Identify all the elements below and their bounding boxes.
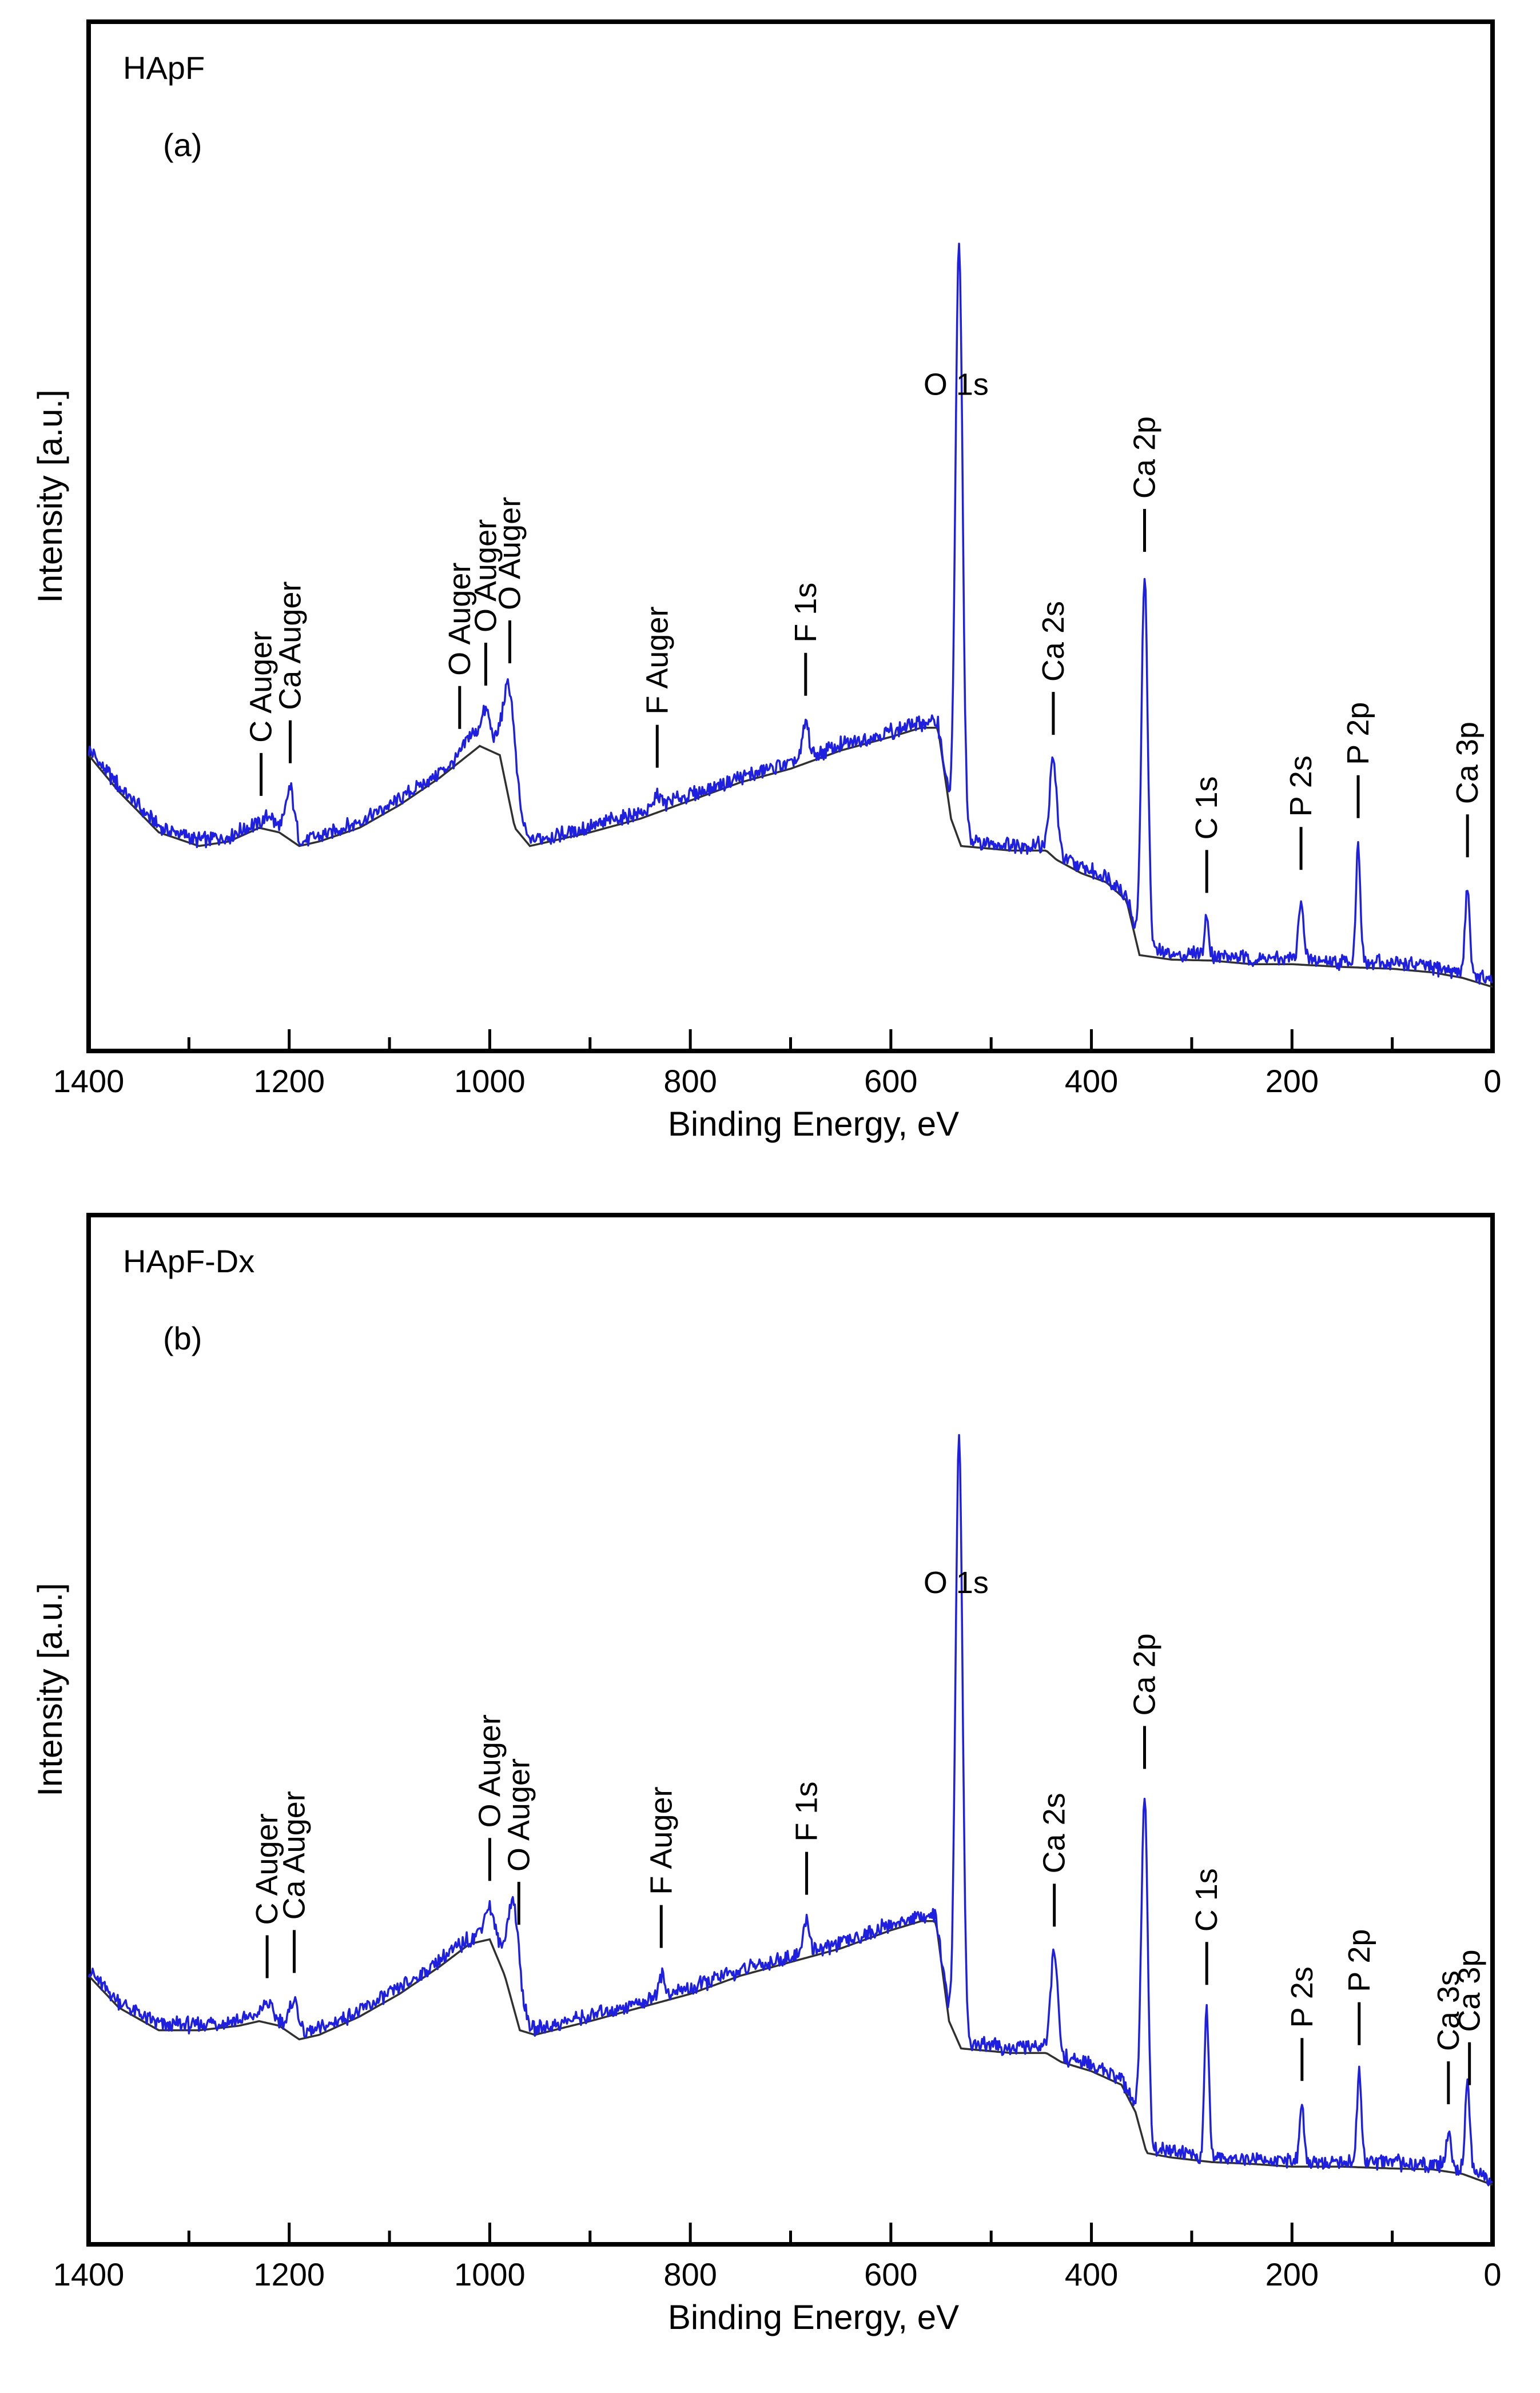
peak-label: P 2s	[1285, 1966, 1319, 2028]
peak-label: O Auger	[472, 1714, 507, 1827]
peak-label: O Auger	[493, 497, 527, 610]
x-tick-label: 1200	[253, 1063, 325, 1099]
sample-label: HApF	[123, 50, 205, 86]
peak-label: Ca Auger	[273, 582, 307, 710]
x-tick-label: 600	[864, 1063, 917, 1099]
x-tick-label: 800	[663, 1063, 717, 1099]
x-tick-label: 400	[1065, 2256, 1118, 2292]
panel-a-xps-spectrum: 1400 1200 1000 800 600 400 200 0 Binding Energy,…	[31, 19, 1502, 1143]
background-curve	[87, 727, 1493, 988]
spectrum-line	[87, 242, 1494, 985]
x-tick-label: 0	[1483, 1063, 1501, 1099]
plot-frame	[86, 19, 1495, 1053]
peak-label: C Auger	[244, 631, 278, 743]
spectrum-line	[87, 1434, 1493, 2187]
panel-b-xps-spectrum: 1400 1200 1000 800 600 400 200 0 Binding Energy,…	[31, 1213, 1502, 2336]
x-tick-label: 600	[864, 2256, 917, 2292]
peak-label: F 1s	[789, 583, 823, 643]
x-tick-label: 1400	[53, 2256, 125, 2292]
peak-label: Ca 2p	[1128, 416, 1162, 499]
peak-label: C 1s	[1189, 776, 1224, 839]
x-axis-label: Binding Energy, eV	[668, 1105, 959, 1143]
peak-label: P 2p	[1342, 1929, 1376, 1992]
y-axis-label: Intensity [a.u.]	[31, 1583, 69, 1797]
x-tick-label: 0	[1483, 2256, 1501, 2292]
panel-label: (a)	[163, 127, 202, 163]
sample-label: HApF-Dx	[123, 1243, 254, 1279]
peak-label: Ca 3s	[1431, 1970, 1466, 2051]
x-axis-label: Binding Energy, eV	[668, 2298, 959, 2336]
peak-label: Ca 3p	[1450, 722, 1485, 804]
y-axis-label: Intensity [a.u.]	[31, 389, 69, 603]
peak-label: C Auger	[250, 1813, 284, 1925]
x-tick-label: 800	[663, 2256, 717, 2292]
peak-label: Ca 3p	[1453, 1949, 1487, 2032]
plot-frame	[86, 1213, 1495, 2247]
x-tick-label: 1400	[53, 1063, 125, 1099]
x-tick-label: 400	[1065, 1063, 1118, 1099]
peak-label: O 1s	[924, 1566, 989, 1600]
peak-label: F Auger	[644, 1786, 678, 1894]
peak-label: Ca Auger	[277, 1791, 311, 1920]
panel-label: (b)	[163, 1320, 202, 1356]
x-tick-label: 1200	[253, 2256, 325, 2292]
x-tick-label: 200	[1266, 1063, 1319, 1099]
peak-label: P 2s	[1284, 755, 1318, 817]
peak-label: O Auger	[502, 1758, 536, 1872]
peak-label: F Auger	[640, 607, 674, 715]
peak-label: C 1s	[1189, 1868, 1224, 1932]
peak-label: Ca 2p	[1128, 1633, 1162, 1715]
peak-label: O 1s	[924, 367, 989, 401]
x-tick-label: 1000	[454, 2256, 526, 2292]
peak-label: O Auger	[443, 563, 477, 676]
peak-label: Ca 2s	[1037, 1793, 1072, 1873]
x-tick-label: 200	[1266, 2256, 1319, 2292]
peak-label: O Auger	[468, 519, 503, 632]
peak-label: Ca 2s	[1036, 601, 1071, 682]
peak-label: P 2p	[1341, 702, 1375, 765]
x-tick-label: 1000	[454, 1063, 526, 1099]
peak-label: F 1s	[790, 1782, 824, 1842]
